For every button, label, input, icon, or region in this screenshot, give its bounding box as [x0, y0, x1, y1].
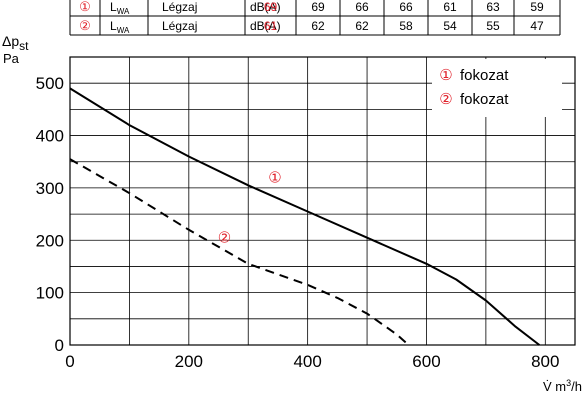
series-line-1: [69, 87, 541, 346]
y-tick-label: 200: [36, 231, 64, 250]
legend-label: fokozat: [460, 91, 509, 108]
table-symbol: LWA: [110, 19, 130, 35]
table-value: 47: [530, 19, 544, 33]
table-value: 63: [486, 0, 500, 14]
table-value: 61: [264, 19, 278, 33]
series: [69, 87, 541, 346]
y-axis-label: Δpst: [2, 33, 29, 53]
x-tick-label: 600: [412, 352, 440, 371]
axes: [69, 56, 576, 346]
x-axis-unit-sup: 3: [566, 378, 571, 388]
table-marker: ②: [79, 18, 91, 33]
series-annotation-1: ①: [268, 169, 281, 186]
x-tick-label: 0: [65, 352, 74, 371]
y-axis-label-sub: st: [19, 39, 29, 53]
table-value: 59: [530, 0, 544, 14]
table-unit: dB(A): [250, 19, 281, 33]
x-axis-label: V̇ m3/h: [543, 378, 582, 394]
y-tick-label: 400: [36, 127, 64, 146]
legend-box: [432, 59, 562, 117]
table-value: 55: [486, 19, 500, 33]
series-annotation-2: ②: [218, 230, 231, 247]
table-value: 62: [311, 19, 325, 33]
table-row: ② LWA Légzaj dB(A)61 62 62 58 54 55 47: [79, 18, 544, 35]
table-symbol-sub: WA: [117, 26, 130, 35]
x-axis-symbol: V̇ m: [543, 379, 566, 394]
series-line-2: [69, 158, 410, 346]
table-value: 66: [355, 0, 369, 14]
legend-marker: ②: [439, 91, 452, 108]
y-tick-label: 0: [55, 336, 64, 355]
x-tick-label: 200: [175, 352, 203, 371]
y-tick-label: 100: [36, 284, 64, 303]
table-value: 69: [264, 0, 278, 14]
table-value: 66: [399, 0, 413, 14]
plot-frame: [69, 56, 576, 346]
table-unit: dB(A): [250, 0, 281, 14]
table-label: Légzaj: [162, 0, 197, 14]
table-symbol-sub: WA: [117, 7, 130, 16]
x-tick-label: 400: [293, 352, 321, 371]
table-label: Légzaj: [162, 19, 197, 33]
table-value: 54: [443, 19, 457, 33]
table-value: 61: [443, 0, 457, 14]
legend-marker: ①: [439, 67, 452, 84]
table-row: ① LWA Légzaj dB(A)69 69 66 66 61 63 59: [79, 0, 544, 16]
noise-table: ① LWA Légzaj dB(A)69 69 66 66 61 63 59② LWA Légzaj d…: [69, 0, 561, 36]
y-axis-unit: Pa: [3, 51, 20, 66]
x-tick-label: 800: [531, 352, 559, 371]
table-value: 58: [399, 19, 413, 33]
table-value: 62: [355, 19, 369, 33]
x-axis-unit-tail: /h: [571, 379, 582, 394]
table-symbol: LWA: [110, 0, 130, 16]
legend: ① fokozat ② fokozat: [432, 59, 562, 117]
table-value: 69: [311, 0, 325, 14]
table-marker: ①: [79, 0, 91, 14]
legend-label: fokozat: [460, 67, 509, 84]
y-tick-label: 500: [36, 74, 64, 93]
y-tick-label: 300: [36, 179, 64, 198]
